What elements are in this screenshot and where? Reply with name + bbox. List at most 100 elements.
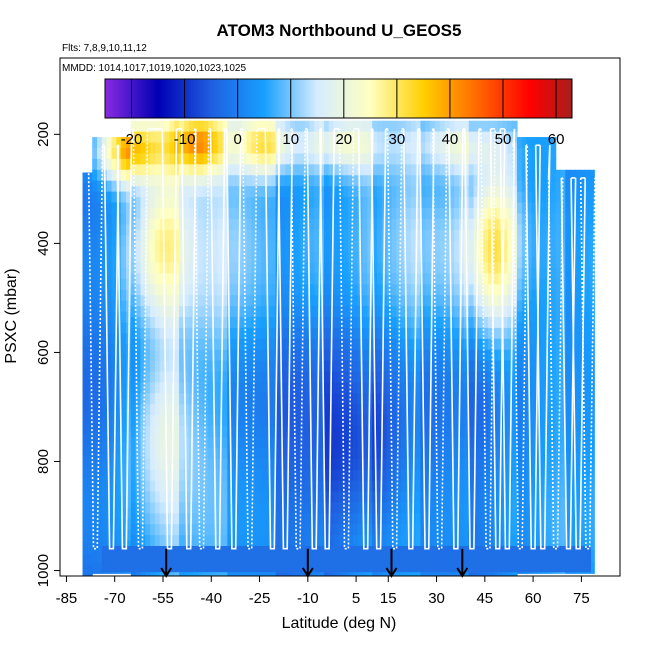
heat-cell (507, 218, 513, 231)
heat-cell (299, 338, 306, 351)
heat-cell (357, 393, 364, 405)
heat-cell (343, 393, 349, 405)
heat-cell (106, 366, 113, 378)
heat-cell (589, 191, 595, 204)
heat-cell (270, 175, 277, 187)
heat-cell (434, 284, 441, 296)
heat-cell (261, 436, 267, 449)
heat-cell (415, 502, 422, 514)
heat-cell (473, 142, 479, 155)
heat-cell (101, 507, 108, 520)
heat-cell (319, 535, 325, 547)
heat-cell (203, 436, 209, 449)
heat-cell (188, 317, 195, 329)
heat-cell (343, 131, 349, 144)
heat-cell (159, 295, 166, 307)
heat-cell (92, 376, 98, 389)
heat-cell (439, 371, 446, 384)
heat-cell (208, 447, 214, 460)
heat-cell (290, 360, 296, 373)
heat-cell (473, 218, 479, 231)
heat-cell (256, 175, 262, 187)
heat-cell (531, 169, 537, 182)
heat-cell (488, 317, 494, 329)
heat-cell (323, 393, 330, 405)
heat-cell (454, 229, 460, 242)
heat-cell (439, 240, 446, 253)
heat-cell (357, 153, 364, 165)
heat-cell (415, 436, 422, 449)
heat-cell (232, 284, 238, 296)
heat-cell (541, 158, 547, 171)
heat-cell (198, 513, 204, 525)
heat-cell (92, 180, 98, 193)
heat-cell (401, 382, 407, 394)
heat-cell (203, 164, 209, 176)
heat-cell (579, 518, 586, 531)
heat-cell (265, 327, 272, 340)
heat-cell (570, 518, 576, 531)
heat-cell (430, 502, 436, 514)
heat-cell (377, 197, 383, 209)
heat-cell (212, 415, 219, 427)
heat-cell (150, 186, 156, 198)
heat-cell (574, 409, 581, 422)
heat-cell (459, 327, 465, 340)
heat-cell (256, 338, 262, 351)
heat-cell (507, 284, 513, 296)
heat-cell (574, 529, 581, 542)
heat-cell (545, 387, 552, 400)
heat-cell (391, 480, 397, 493)
heat-cell (314, 295, 320, 307)
heat-cell (198, 284, 204, 296)
heat-cell (241, 218, 248, 231)
heat-cell (193, 491, 199, 503)
heat-cell (502, 393, 508, 405)
heat-cell (410, 306, 417, 318)
heat-cell (570, 507, 576, 520)
heat-cell (444, 458, 451, 471)
heat-cell (444, 327, 451, 340)
heat-cell (565, 486, 571, 498)
heat-cell (550, 137, 557, 149)
heat-cell (154, 164, 161, 176)
heat-cell (121, 224, 127, 236)
heat-cell (560, 518, 566, 531)
heat-cell (92, 551, 98, 563)
heat-cell (208, 502, 214, 514)
heat-cell (222, 491, 228, 503)
heat-cell (246, 131, 253, 144)
heat-cell (270, 404, 277, 416)
heat-cell (565, 257, 571, 269)
heat-cell (179, 295, 185, 307)
heat-cell (251, 447, 257, 460)
heat-cell (256, 186, 262, 198)
heat-cell (319, 360, 325, 373)
heat-cell (434, 262, 441, 274)
heat-cell (304, 207, 311, 220)
heat-cell (92, 278, 98, 291)
heat-cell (352, 393, 359, 405)
heat-cell (121, 387, 127, 400)
heat-cell (270, 338, 277, 351)
heat-cell (237, 120, 243, 133)
heat-cell (227, 142, 233, 155)
heat-cell (396, 186, 402, 198)
heat-cell (584, 278, 591, 291)
heat-cell (212, 338, 219, 351)
heat-cell (97, 257, 103, 269)
heat-cell (362, 164, 368, 176)
heat-cell (309, 120, 315, 133)
heat-cell (434, 218, 441, 231)
heat-cell (285, 197, 291, 209)
heat-cell (227, 513, 233, 525)
heat-cell (174, 436, 180, 449)
heat-cell (208, 436, 214, 449)
heat-cell (396, 502, 402, 514)
heat-cell (391, 447, 397, 460)
heat-cell (391, 436, 397, 449)
heat-cell (97, 486, 103, 498)
heat-cell (589, 289, 595, 302)
heat-cell (449, 284, 455, 296)
heat-cell (323, 175, 330, 187)
